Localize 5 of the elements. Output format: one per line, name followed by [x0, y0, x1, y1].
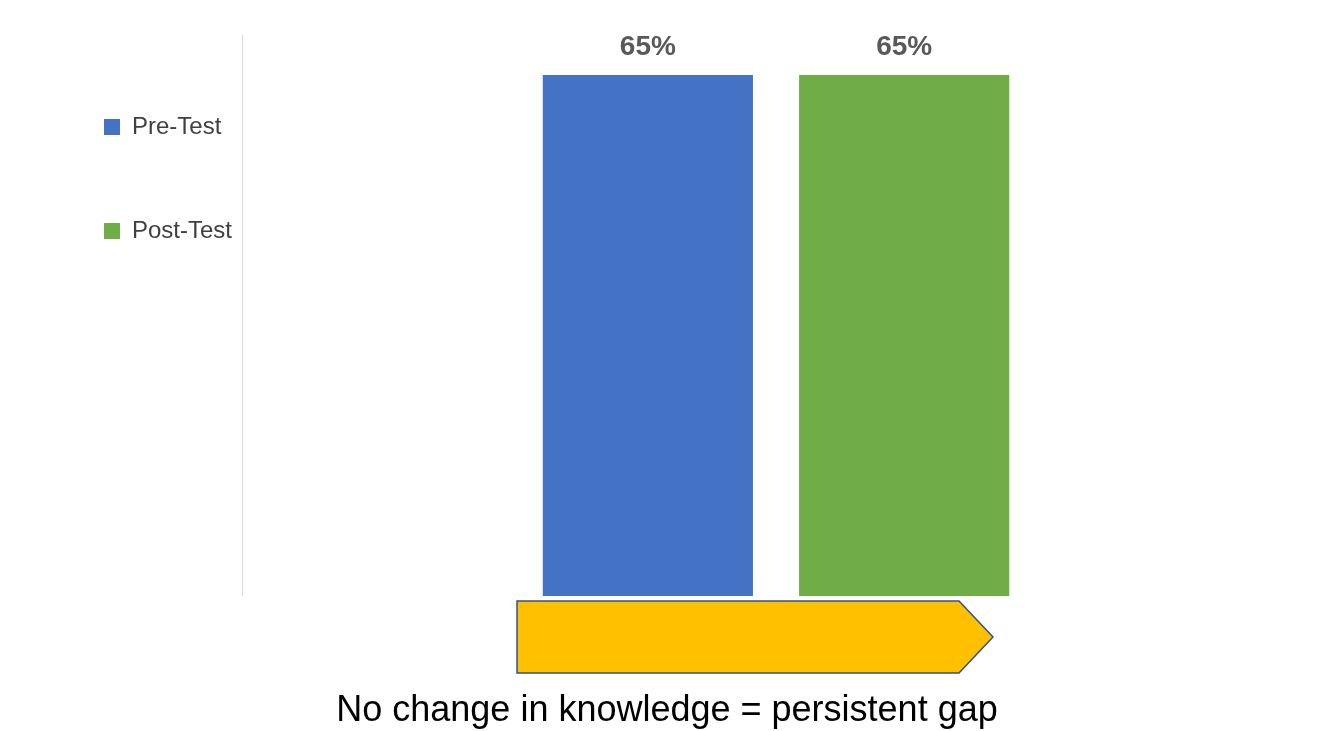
text: No change in knowledge = persistent gap [335, 688, 999, 730]
legend-label: Pre-Test [132, 111, 222, 139]
data-label: 65% [876, 29, 933, 61]
data-label: 65% [619, 29, 676, 61]
legend-label: Post-Test [132, 215, 233, 243]
